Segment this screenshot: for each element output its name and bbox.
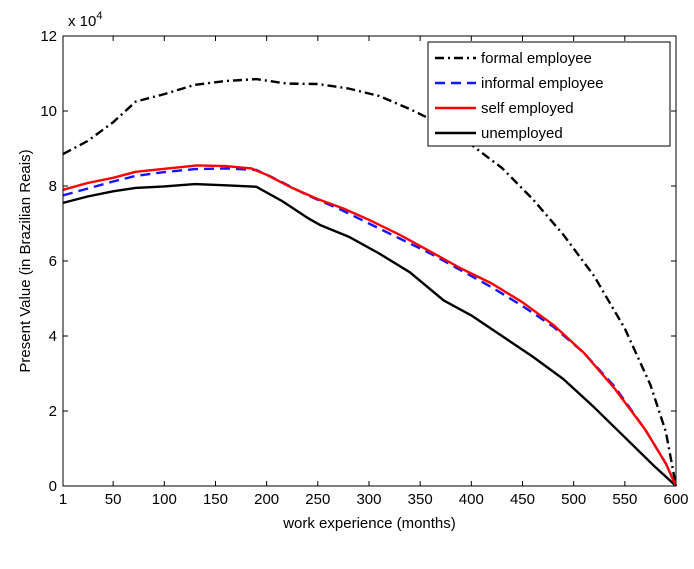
y-tick-label: 12: [40, 28, 57, 45]
legend-box: [427, 41, 671, 147]
y-exponent-power: 4: [96, 10, 102, 22]
y-exponent-label: x 104: [68, 10, 102, 30]
x-tick-label: 600: [663, 491, 688, 508]
legend-label-formal-employee: formal employee: [481, 50, 592, 67]
x-tick-label: 50: [105, 491, 122, 508]
x-tick-label: 550: [612, 491, 637, 508]
y-tick-label: 6: [49, 253, 57, 270]
x-tick-label: 250: [305, 491, 330, 508]
legend-label-informal-employee: informal employee: [481, 75, 604, 92]
legend-items: formal employee informal employee self emp…: [435, 50, 604, 142]
series-line-formal-employee: [62, 77, 678, 487]
x-tick-label: 500: [561, 491, 586, 508]
ticks-layer: 1 50 100 150 200 250 300 350 400 450 500 550 6000246…: [40, 28, 688, 508]
x-tick-label: 100: [152, 491, 177, 508]
x-tick-label: 1: [59, 491, 67, 508]
legend-label-self-employed: self employed: [481, 100, 574, 117]
y-tick-label: 8: [49, 178, 57, 195]
series-line-self-employed: [62, 164, 678, 487]
series-layer: [62, 77, 678, 487]
x-axis-label: work experience (months): [282, 515, 456, 532]
y-exponent-base: x 10: [68, 13, 96, 30]
series-line-informal-employee: [62, 167, 678, 487]
y-tick-label: 2: [49, 403, 57, 420]
y-tick-label: 4: [49, 328, 57, 345]
y-axis-label: Present Value (in Brazilian Reais): [17, 149, 34, 372]
x-tick-label: 450: [510, 491, 535, 508]
y-tick-label: 10: [40, 103, 57, 120]
series-line-unemployed: [62, 182, 677, 487]
x-tick-label: 400: [459, 491, 484, 508]
y-tick-label: 0: [49, 478, 57, 495]
legend: formal employee informal employee self emp…: [427, 41, 671, 147]
x-tick-label: 350: [408, 491, 433, 508]
legend-label-unemployed: unemployed: [481, 125, 563, 142]
x-tick-label: 300: [356, 491, 381, 508]
x-tick-label: 200: [254, 491, 279, 508]
x-tick-label: 150: [203, 491, 228, 508]
